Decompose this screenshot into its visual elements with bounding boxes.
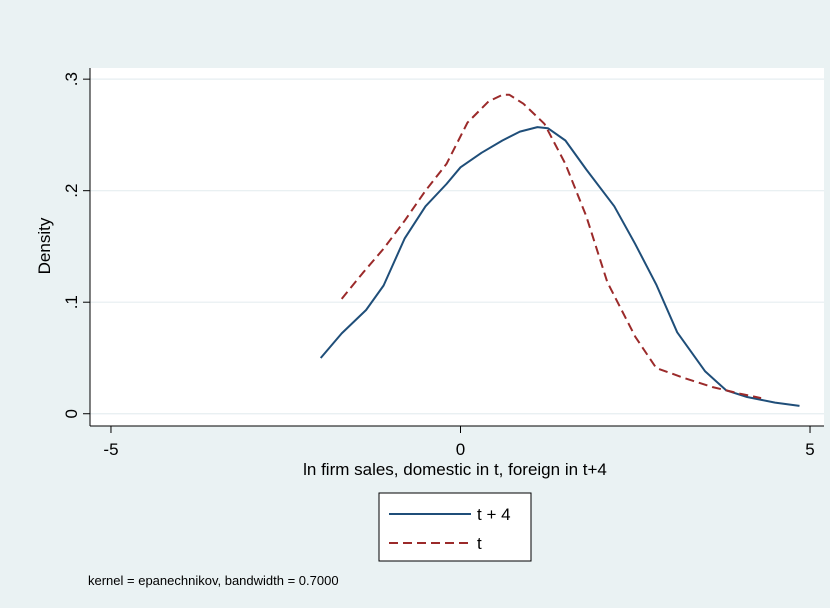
series-line-t-plus-4 <box>319 126 800 407</box>
y-axis-title: Density <box>35 217 54 274</box>
y-tick-label-2: .2 <box>62 184 81 198</box>
legend: t + 4 t <box>378 492 532 562</box>
series-lines <box>319 93 800 407</box>
axes <box>83 68 824 433</box>
x-tick-label-2: 5 <box>805 440 814 459</box>
legend-label-t-plus-4: t + 4 <box>477 505 511 524</box>
legend-label-t: t <box>477 534 482 553</box>
x-tick-label-1: 0 <box>456 440 465 459</box>
kernel-note: kernel = epanechnikov, bandwidth = 0.700… <box>88 573 339 588</box>
legend-box <box>378 492 532 562</box>
y-tick-label-1: .1 <box>62 295 81 309</box>
x-axis-title: ln firm sales, domestic in t, foreign in… <box>303 460 607 479</box>
gridlines <box>90 78 824 415</box>
series-line-t <box>340 93 762 400</box>
tick-labels: -5 0 5 0 .1 .2 .3 <box>62 72 815 459</box>
x-tick-label-0: -5 <box>103 440 118 459</box>
plot-area-background <box>90 68 824 426</box>
y-tick-label-0: 0 <box>62 409 81 418</box>
y-tick-label-3: .3 <box>62 72 81 86</box>
